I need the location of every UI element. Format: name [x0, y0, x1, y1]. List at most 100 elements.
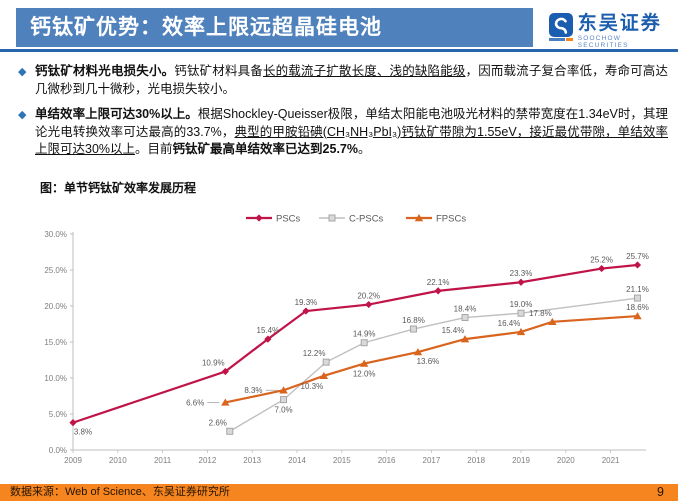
svg-text:5.0%: 5.0% — [49, 410, 67, 419]
header-divider — [0, 49, 678, 52]
page-title: 钙钛矿优势：效率上限远超晶硅电池 — [16, 8, 533, 47]
data-label: 2.6% — [209, 418, 227, 427]
legend-label-PSCs: PSCs — [276, 214, 301, 225]
square-marker-icon — [461, 314, 469, 322]
svg-text:30.0%: 30.0% — [44, 230, 67, 239]
square-marker-icon — [226, 427, 234, 435]
bullet-list: ◆ 钙钛矿材料光电损失小。钙钛矿材料具备长的载流子扩散长度、浅的缺陷能级，因而载流… — [18, 63, 668, 167]
data-source: 数据来源：Web of Science、东吴证券研究所 — [10, 486, 230, 498]
svg-text:2009: 2009 — [64, 456, 82, 465]
square-marker-icon — [360, 339, 368, 347]
triangle-marker-icon — [633, 312, 642, 320]
svg-text:0.0%: 0.0% — [49, 446, 67, 455]
data-label: 21.1% — [626, 285, 649, 294]
svg-text:2016: 2016 — [378, 456, 396, 465]
data-label: 15.4% — [442, 326, 465, 335]
diamond-marker-icon — [69, 419, 77, 427]
square-marker-icon — [328, 214, 336, 222]
svg-text:2015: 2015 — [333, 456, 351, 465]
logo-micro-text — [548, 38, 573, 42]
data-label: 12.0% — [353, 370, 376, 379]
data-label: 18.6% — [626, 303, 649, 312]
data-label: 20.2% — [357, 292, 380, 301]
svg-text:2021: 2021 — [602, 456, 620, 465]
data-label: 13.6% — [417, 357, 440, 366]
square-marker-icon — [633, 294, 641, 302]
bullet-item: ◆ 钙钛矿材料光电损失小。钙钛矿材料具备长的载流子扩散长度、浅的缺陷能级，因而载流… — [18, 64, 668, 96]
legend-label-FPSCs: FPSCs — [436, 214, 466, 225]
data-label: 23.3% — [510, 269, 533, 278]
square-marker-icon — [409, 325, 417, 333]
page-number: 9 — [657, 485, 664, 499]
data-label: 19.3% — [295, 298, 318, 307]
series-C-PSCs: 2.6% 7.0% 12.2% 14.9% 16.8% 18.4% 19.0% 21.1% — [209, 285, 649, 435]
svg-text:2017: 2017 — [423, 456, 441, 465]
chart-caption: 图：单节钙钛矿效率发展历程 — [40, 181, 197, 195]
svg-text:20.0%: 20.0% — [44, 302, 67, 311]
diamond-marker-icon — [633, 261, 642, 269]
data-label: 10.9% — [202, 359, 225, 368]
square-marker-icon — [517, 309, 525, 317]
svg-text:2014: 2014 — [288, 456, 306, 465]
logo-name-cn: 东吴证券 — [577, 13, 662, 34]
company-logo: 东吴证券 SOOCHOW SECURITIES — [548, 13, 674, 49]
svg-text:2011: 2011 — [154, 456, 172, 465]
diamond-marker-icon — [255, 214, 263, 222]
data-label: 17.8% — [529, 309, 552, 318]
legend-label-C-PSCs: C-PSCs — [349, 214, 384, 225]
square-marker-icon — [322, 358, 330, 366]
svg-text:10.0%: 10.0% — [44, 374, 67, 383]
footer-bar: 数据来源：Web of Science、东吴证券研究所 9 — [0, 484, 678, 501]
data-label: 7.0% — [274, 406, 292, 415]
diamond-marker-icon — [365, 300, 373, 309]
svg-text:2019: 2019 — [512, 456, 530, 465]
triangle-marker-icon — [516, 327, 526, 336]
bullet-diamond-icon: ◆ — [18, 66, 27, 78]
logo-name-en: SOOCHOW SECURITIES — [577, 35, 629, 49]
svg-text:15.0%: 15.0% — [44, 338, 67, 347]
svg-text:2012: 2012 — [199, 456, 217, 465]
data-label: 22.1% — [427, 278, 450, 287]
soochow-logo-icon — [548, 13, 573, 37]
data-label: 6.6% — [186, 398, 204, 407]
triangle-marker-icon — [319, 371, 329, 380]
square-marker-icon — [280, 396, 288, 404]
triangle-marker-icon — [460, 335, 470, 343]
svg-text:2018: 2018 — [467, 456, 485, 465]
triangle-marker-icon — [414, 214, 424, 222]
data-label: 25.7% — [626, 252, 649, 261]
diamond-marker-icon — [302, 307, 310, 315]
data-label: 18.4% — [454, 305, 477, 314]
data-label: 10.3% — [301, 382, 324, 391]
series-FPSCs: 6.6% 8.3% 10.3% 12.0% 13.6% 15.4% 16.4% 17.8% 18… — [186, 303, 649, 407]
chart-legend: PSCs C-PSCs FPSCs — [246, 214, 466, 225]
data-label: 16.4% — [498, 319, 521, 328]
diamond-marker-icon — [517, 278, 525, 286]
chart-axes: 0.0% 5.0% 10.0% 15.0% 20.0% 25.0% 30.0% 2009 201… — [44, 230, 646, 465]
svg-text:2020: 2020 — [557, 456, 575, 465]
svg-text:2010: 2010 — [109, 456, 127, 465]
diamond-marker-icon — [434, 287, 442, 295]
triangle-marker-icon — [360, 359, 369, 367]
diamond-marker-icon — [264, 335, 272, 343]
data-label: 16.8% — [402, 316, 425, 325]
triangle-marker-icon — [413, 348, 423, 356]
chart-svg: PSCs C-PSCs FPSCs 0.0% 5.0% 10.0% 15.0% 20.0% 25… — [44, 214, 649, 466]
svg-text:25.0%: 25.0% — [44, 266, 67, 275]
svg-text:2013: 2013 — [243, 456, 261, 465]
data-label: 12.2% — [303, 349, 326, 358]
data-label: 15.4% — [257, 326, 280, 335]
data-label: 3.8% — [74, 428, 92, 437]
data-label: 19.0% — [510, 300, 533, 309]
bullet-item: ◆ 单结效率上限可达30%以上。根据Shockley-Queisser极限，单结太… — [18, 107, 668, 156]
data-label: 8.3% — [244, 386, 262, 395]
series-PSCs: 3.8% 10.9% 15.4% 19.3% 20.2% 22.1% 23.3% 25.2% 2… — [69, 252, 649, 437]
diamond-marker-icon — [598, 264, 606, 273]
data-label: 14.9% — [353, 330, 376, 339]
bullet-diamond-icon: ◆ — [18, 109, 27, 121]
triangle-marker-icon — [548, 317, 557, 326]
triangle-marker-icon — [221, 398, 230, 406]
triangle-marker-icon — [279, 386, 288, 394]
data-label: 25.2% — [590, 256, 613, 265]
